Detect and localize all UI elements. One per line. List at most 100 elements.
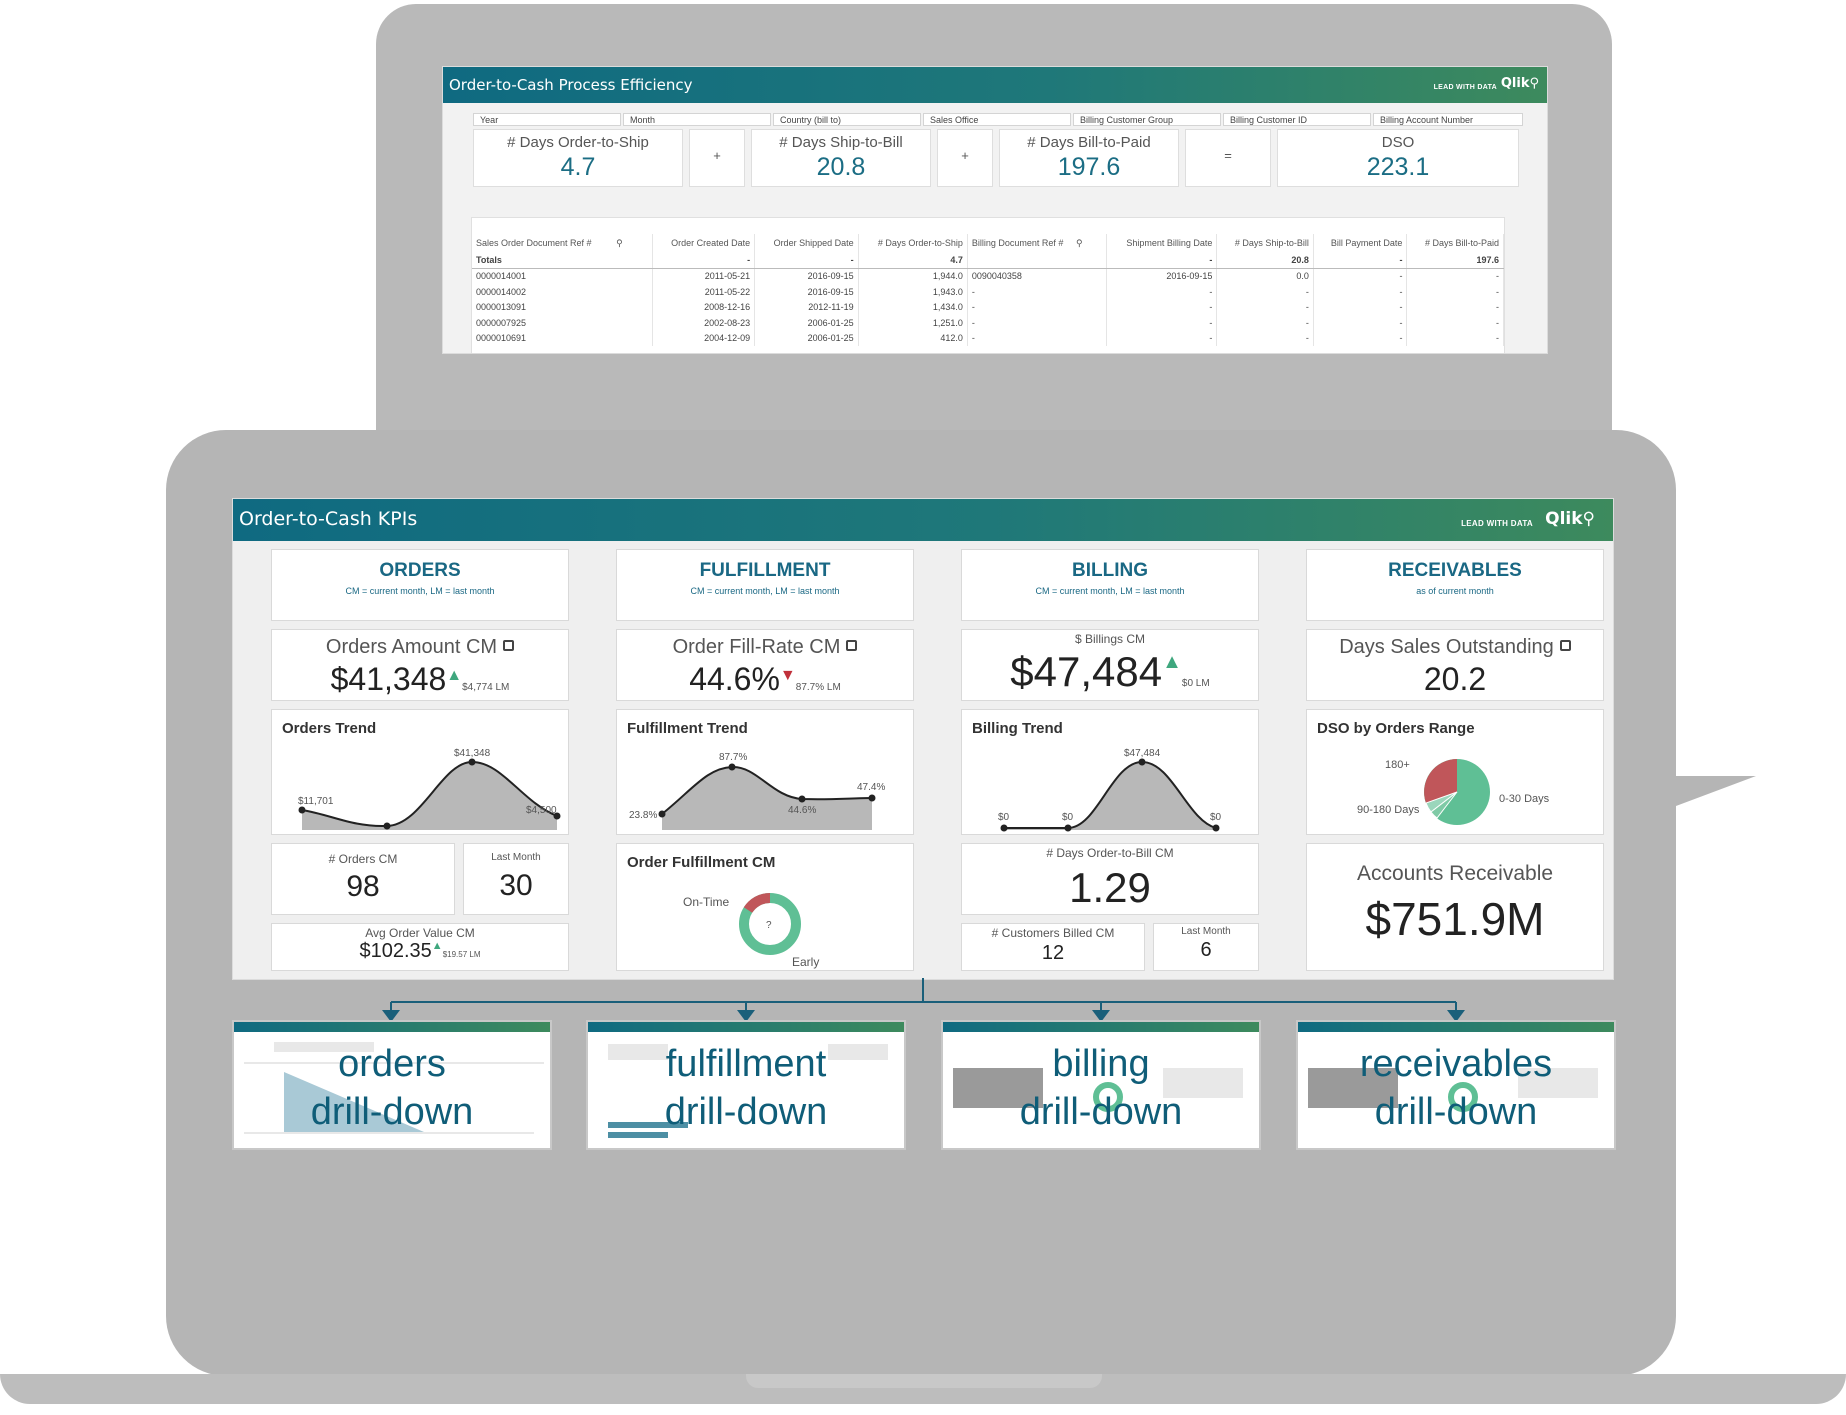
filter-year[interactable]: Year [473,113,621,126]
section-billing: BILLING CM = current month, LM = last mon… [961,549,1259,621]
table-row[interactable]: 0000014001 2011-05-21 2016-09-15 1,944.0 009… [472,268,1504,284]
table-cell: 2006-01-25 [754,315,859,331]
kpi-avg-order-value[interactable]: Avg Order Value CM $102.35▲$19.57 LM [271,923,569,971]
operator-equals: = [1185,129,1271,187]
kpi-days-order-to-ship[interactable]: # Days Order-to-Ship 4.7 [473,129,683,187]
billing-trend-svg: $0 $0 $47,484 $0 [998,748,1222,832]
search-icon[interactable]: ⚲ [616,237,623,248]
orders-trend-svg: $11,701 $41,348 $4,500 [298,748,561,830]
fulfillment-drilldown-thumbnail[interactable]: fulfillment drill-down [586,1020,906,1150]
table-cell: - [754,252,859,269]
column-header[interactable]: Sales Order Document Ref # ⚲ [472,234,653,252]
kpi-days-sales-outstanding[interactable]: Days Sales Outstanding 20.2 [1306,629,1604,701]
table-row[interactable]: 0000010691 2004-12-09 2006-01-25 412.0- - - - - [472,330,1504,346]
table-cell: - [967,315,1107,331]
kpi-orders-amount[interactable]: Orders Amount CM $41,348▲$4,774 LM [271,629,569,701]
pie-label: 90-180 Days [1357,804,1420,816]
table-cell: 2011-05-21 [652,268,756,284]
table-cell: Totals [472,252,653,269]
column-header[interactable]: # Days Ship-to-Bill [1216,234,1314,252]
filter-month[interactable]: Month [623,113,771,126]
column-header[interactable]: Order Created Date [652,234,756,252]
laptop-notch [746,1374,1102,1388]
table-cell: - [1106,284,1218,300]
column-header[interactable]: Order Shipped Date [754,234,859,252]
laptop-ledge [1676,776,1756,806]
kpi-value: 4.7 [560,153,596,181]
receivables-drilldown-thumbnail[interactable]: receivables drill-down [1296,1020,1616,1150]
kpi-dso[interactable]: DSO 223.1 [1277,129,1519,187]
lead-with-data-text: LEAD WITH DATA [1433,84,1497,91]
filter-sales-office[interactable]: Sales Office [923,113,1071,126]
data-label: $47,484 [1124,748,1161,759]
external-link-icon[interactable] [1559,640,1571,651]
kpi-days-order-to-bill[interactable]: # Days Order-to-Bill CM 1.29 [961,843,1259,915]
chart-order-fulfillment-cm[interactable]: Order Fulfillment CM ? On-Time Early [616,843,914,971]
table-cell: 2016-09-15 [754,284,859,300]
search-icon[interactable]: ⚲ [1075,237,1083,248]
column-header[interactable]: Bill Payment Date [1313,234,1408,252]
table-row[interactable]: 0000014002 2011-05-22 2016-09-15 1,943.0- - -… [472,284,1504,300]
up-arrow-icon: ▲ [446,667,463,684]
data-label: 47.4% [857,782,885,793]
process-title: Order-to-Cash Process Efficiency [449,76,693,94]
up-arrow-icon: ▲ [1162,651,1182,673]
column-header[interactable]: # Days Order-to-Ship [858,234,968,252]
chart-fulfillment-trend[interactable]: Fulfillment Trend 23.8% 87.7% 44.6% 47.4… [616,709,914,835]
billing-drilldown-thumbnail[interactable]: billing drill-down [941,1020,1261,1150]
column-header[interactable]: Billing Document Ref # ⚲ [967,234,1107,252]
table-cell: - [1216,330,1314,346]
table-cell: 2006-01-25 [754,330,859,346]
data-label: 23.8% [629,810,657,821]
lead-with-data-text: LEAD WITH DATA [1461,519,1533,528]
kpi-label: # Days Ship-to-Bill [779,134,903,151]
drill-connector [382,978,1465,1022]
data-label: $0 [1210,812,1222,823]
orders-drilldown-thumbnail[interactable]: orders drill-down [232,1020,552,1150]
table-cell: - [1313,330,1408,346]
external-link-icon[interactable] [846,640,858,651]
kpi-orders-count[interactable]: # Orders CM 98 [271,843,455,915]
kpi-days-bill-to-paid[interactable]: # Days Bill-to-Paid 197.6 [999,129,1179,187]
totals-row[interactable]: Totals - -4.7-20.8-197.6 [472,252,1504,269]
process-header: Order-to-Cash Process Efficiency LEAD WI… [443,67,1547,103]
table-cell: 0090040358 [967,268,1107,284]
pie-label: 0-30 Days [1499,793,1550,805]
table-cell: 2002-08-23 [652,315,756,331]
table-cell: 2016-09-15 [754,268,859,284]
table-cell: 1,434.0 [858,299,968,315]
filter-billing-customer-group[interactable]: Billing Customer Group [1073,113,1221,126]
table-cell: - [967,330,1107,346]
chart-billing-trend[interactable]: Billing Trend $0 $0 $47,484 $0 [961,709,1259,835]
filter-billing-account-number[interactable]: Billing Account Number [1373,113,1523,126]
table-cell: 2012-11-19 [754,299,859,315]
chart-orders-trend[interactable]: Orders Trend $11,701 $41,348 $4,500 [271,709,569,835]
kpi-days-ship-to-bill[interactable]: # Days Ship-to-Bill 20.8 [751,129,931,187]
table-cell: - [652,252,756,269]
kpi-value: 20.8 [816,153,866,181]
column-header[interactable]: Shipment Billing Date [1106,234,1218,252]
table-cell: - [1313,268,1408,284]
table-row[interactable]: 0000013091 2008-12-16 2012-11-19 1,434.0- - -… [472,299,1504,315]
kpi-order-fill-rate[interactable]: Order Fill-Rate CM 44.6%▼87.7% LM [616,629,914,701]
table-cell: 0000014001 [472,268,653,284]
table-cell: 2011-05-22 [652,284,756,300]
kpi-billing-last-month[interactable]: Last Month 6 [1153,923,1259,971]
column-header[interactable]: # Days Bill-to-Paid [1406,234,1504,252]
kpi-customers-billed[interactable]: # Customers Billed CM 12 [961,923,1145,971]
table-cell: - [1313,284,1408,300]
data-label: $41,348 [454,748,491,759]
filter-country[interactable]: Country (bill to) [773,113,921,126]
external-link-icon[interactable] [503,640,515,651]
table-cell: - [1216,299,1314,315]
table-cell: 20.8 [1216,252,1314,269]
drilldown-label: receivables drill-down [1359,1043,1553,1133]
kpi-accounts-receivable[interactable]: Accounts Receivable $751.9M [1306,843,1604,971]
dso-pie-svg: 180+ 90-180 Days 0-30 Days [1357,759,1550,825]
kpi-orders-last-month[interactable]: Last Month 30 [463,843,569,915]
table-row[interactable]: 0000007925 2002-08-23 2006-01-25 1,251.0- - -… [472,315,1504,331]
filter-billing-customer-id[interactable]: Billing Customer ID [1223,113,1371,126]
kpi-billings[interactable]: $ Billings CM $47,484▲$0 LM [961,629,1259,701]
chart-dso-by-orders-range[interactable]: DSO by Orders Range 180+ 90-180 Days 0-3… [1306,709,1604,835]
kpi-value: 223.1 [1366,153,1430,181]
